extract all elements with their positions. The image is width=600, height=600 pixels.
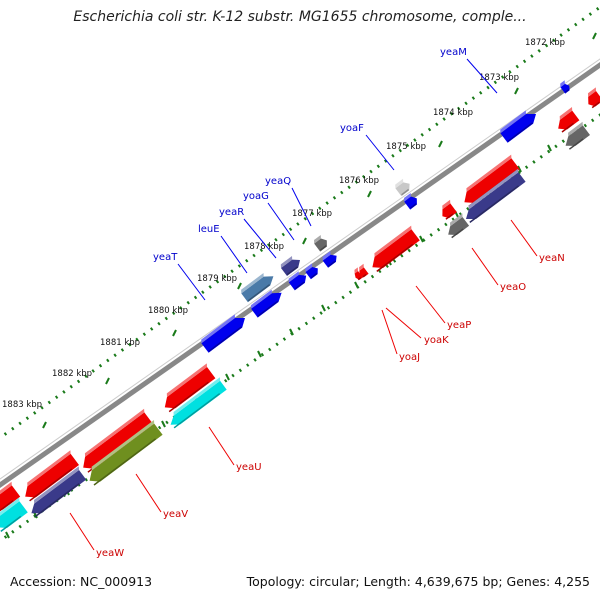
- accession-label: Accession: NC_000913: [10, 574, 153, 589]
- gene-arrow-top-red: [558, 107, 580, 133]
- major-tick-inner: [321, 304, 326, 312]
- feature-gray-yeaP: [448, 213, 470, 239]
- gene-arrow-yeaT: [201, 314, 246, 353]
- gene-arrow-small: [305, 263, 318, 280]
- leader-line: [69, 512, 95, 551]
- leader-line: [177, 263, 206, 301]
- gene-label-yoaG: yoaG: [243, 191, 269, 202]
- major-tick-outer: [438, 140, 443, 148]
- tick-label: 1879 kbp: [197, 274, 237, 284]
- gene-arrow-yeaU: [164, 363, 216, 413]
- feature-purple-yeaO: [465, 168, 526, 223]
- tick-label: 1881 kbp: [100, 338, 140, 348]
- tick-label: 1875 kbp: [386, 142, 426, 152]
- gene-arrow-yeaM: [500, 110, 537, 143]
- gene-label-yeaN: yeaN: [539, 253, 565, 264]
- gene-label-leuE: leuE: [198, 224, 220, 235]
- feature-gray: [395, 178, 410, 197]
- gene-arrow-yeaO: [442, 199, 457, 220]
- leader-line: [291, 187, 312, 227]
- feature-steel: [241, 273, 274, 303]
- backbone-highlight: [0, 58, 600, 480]
- leader-line: [510, 219, 538, 257]
- major-tick-inner: [257, 350, 262, 358]
- tick-label: 1882 kbp: [52, 369, 92, 379]
- gene-label-yeaT: yeaT: [153, 252, 178, 263]
- gene-arrow-yeaW: [25, 450, 80, 502]
- feature-purple-yeaW: [31, 466, 87, 518]
- leader-line: [471, 247, 499, 286]
- gene-label-yeaP: yeaP: [447, 320, 471, 331]
- gene-arrow-yoaK: [359, 263, 369, 278]
- gene-arrow-top-edge: [587, 87, 600, 109]
- gene-arrow-yoaG: [288, 271, 307, 291]
- leader-line: [243, 218, 277, 259]
- major-tick-inner: [547, 144, 552, 152]
- topology-label: Topology: circular; Length: 4,639,675 bp…: [246, 574, 590, 589]
- gene-arrow-edge: [560, 80, 570, 94]
- gene-arrow-leuE: [250, 289, 282, 318]
- gene-label-yeaO: yeaO: [500, 282, 526, 293]
- gene-label-yeaW: yeaW: [96, 548, 124, 559]
- major-tick-inner: [419, 235, 424, 243]
- tick-label: 1872 kbp: [525, 38, 565, 48]
- major-tick-inner: [354, 281, 359, 289]
- tick-label: 1877 kbp: [292, 209, 332, 219]
- tick-label: 1874 kbp: [433, 108, 473, 118]
- feature-cyan-edge: [0, 497, 28, 532]
- feature-gray-top: [565, 121, 591, 150]
- major-tick-outer: [302, 237, 307, 245]
- tick-label: 1876 kbp: [339, 176, 379, 186]
- major-tick-inner: [5, 531, 10, 539]
- leader-line: [381, 309, 398, 355]
- major-tick-outer: [237, 282, 242, 290]
- major-tick-outer: [592, 32, 597, 40]
- gene-arrow-yeaQ: [322, 251, 337, 268]
- leader-line: [208, 426, 235, 466]
- gene-label-yeaV: yeaV: [163, 509, 188, 520]
- gene-label-yoaK: yoaK: [424, 335, 449, 346]
- major-tick-inner: [161, 420, 166, 428]
- tick-label: 1880 kbp: [148, 306, 188, 316]
- outer-tick-track: [0, 5, 600, 440]
- gene-arrow-yeaP: [372, 225, 420, 272]
- major-tick-outer: [367, 190, 372, 198]
- gene-arrow-yoaF: [404, 192, 417, 210]
- tick-label: 1883 kbp: [2, 400, 42, 410]
- feature-olive: [89, 420, 163, 486]
- leader-line: [135, 473, 162, 513]
- leader-line: [220, 235, 248, 274]
- major-tick-outer: [42, 421, 47, 429]
- map-title: Escherichia coli str. K-12 substr. MG165…: [73, 9, 527, 25]
- major-tick-outer: [514, 87, 519, 95]
- gene-label-yeaM: yeaM: [440, 47, 467, 58]
- leader-line: [415, 285, 446, 324]
- gene-label-yoaJ: yoaJ: [399, 352, 420, 363]
- tick-label: 1878 kbp: [244, 242, 284, 252]
- feature-purple-yeaR: [280, 256, 301, 276]
- gene-label-yeaU: yeaU: [236, 462, 262, 473]
- gene-arrow-yoaJ: [354, 267, 363, 281]
- leader-line: [466, 58, 498, 94]
- leader-line: [267, 202, 295, 241]
- gene-label-yoaF: yoaF: [340, 123, 364, 134]
- major-tick-outer: [105, 377, 110, 385]
- major-tick-inner: [289, 328, 294, 336]
- major-tick-inner: [225, 373, 230, 381]
- leader-line: [365, 134, 395, 171]
- major-tick-outer: [172, 329, 177, 337]
- feature-darkgray: [314, 234, 327, 252]
- leader-line: [385, 307, 422, 339]
- gene-label-yeaQ: yeaQ: [265, 176, 291, 187]
- gene-label-yeaR: yeaR: [219, 207, 244, 218]
- feature-cyan-yeaU: [170, 377, 227, 429]
- tick-label: 1873 kbp: [479, 73, 519, 83]
- gene-arrow-edge-left: [0, 481, 21, 514]
